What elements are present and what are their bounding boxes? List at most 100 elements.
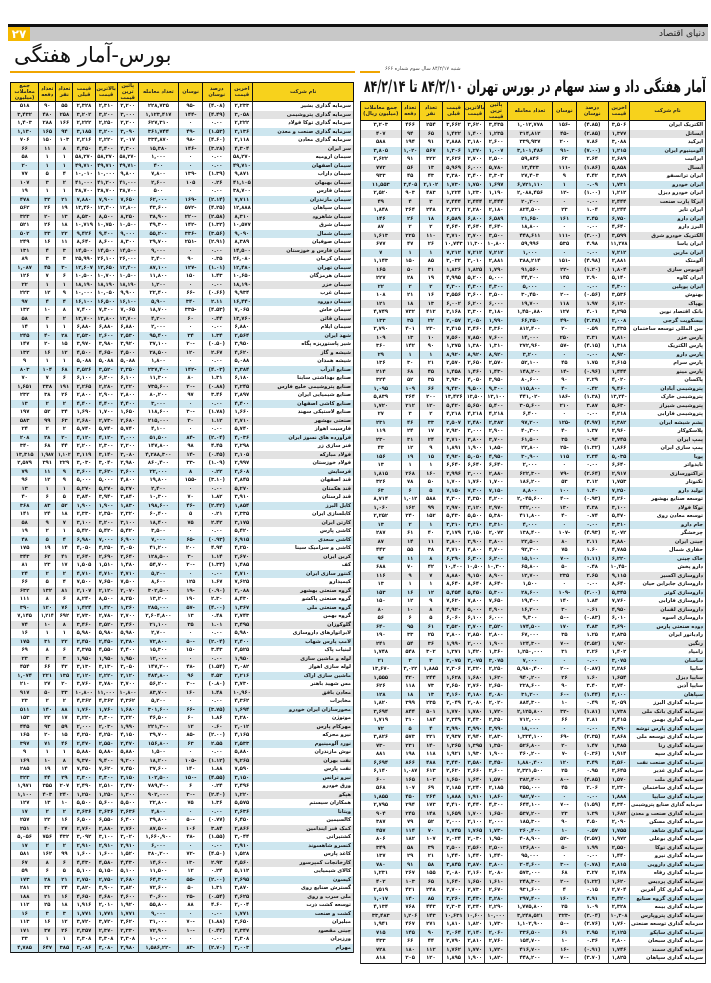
trade-count-value: ۱۹ (44, 545, 51, 552)
trade-count-cell: ۳۵ (400, 316, 420, 325)
company-name-value: ایران تایر (678, 207, 703, 214)
volume-cell: ۳,۲۴۸,۵۲۱ (506, 911, 554, 920)
last-price-cell: ۶,۶۴۰ (607, 461, 631, 470)
high-price-value: ۵,۸۸۰ (98, 749, 114, 756)
prev-price-cell: ۲,۷۳۰ (72, 612, 96, 621)
low-price-cell: ۱,۹۵۰ (116, 654, 139, 663)
low-price-cell: ۱,۷۷۱ (116, 909, 139, 918)
last-price-cell: ۴,۳۰۴ (230, 144, 254, 153)
company-name-value: دوده صنعتی پارس (656, 623, 703, 630)
change-value: ۰ (188, 808, 193, 815)
last-price-cell: ۴,۴۰۰ (230, 399, 254, 408)
low-price-value: ۳,۰۵۰ (120, 664, 136, 671)
volume-cell: ۵۷۳,۰۰۰ (506, 869, 554, 878)
volume-value: ۳,۴۰۰ (151, 256, 166, 263)
volume-cell: ۱,۶۶۰,۹۰۰ (137, 833, 180, 842)
section-title: بورس-آمار هفتگی (14, 43, 172, 67)
high-price-cell: ۲,۸۸۰ (94, 824, 118, 833)
last-price-value: ۱,۵۷۰ (611, 776, 627, 783)
buyers-count-value: ۱۸۴ (426, 717, 436, 724)
high-price-value: ۸,۹۲۰ (467, 351, 483, 358)
high-price-cell: ۳,۱۲۰ (464, 503, 486, 512)
total-value-cell: ۴۰۲ (360, 877, 402, 886)
table-row: سایپا ۲,۲۸۶ (۰.۸۷) -۲۰ ۵,۹۸۰,۴۰۰ ۲,۲۵۰ ۲,۳۲۰ ۲,… (360, 665, 706, 674)
change-value: -۸۵ (186, 732, 195, 739)
low-price-value: ۳,۰۹۰ (120, 128, 136, 135)
company-name-value: فرآورده های نسوز ایران (288, 434, 351, 441)
trade-count-cell: ۲۰ (38, 731, 57, 740)
change-percent-value: ۱.۶۷ (210, 579, 223, 586)
last-price-cell: ۱,۷۵۵ (607, 826, 631, 835)
total-value-cell: ۲۱۴ (360, 367, 402, 376)
low-price-cell: ۴,۱۵۰ (116, 731, 139, 740)
volume-value: ۱۹,۷۰۰ (521, 300, 539, 307)
company-name-cell: سرمایه گذاری نیرو (629, 852, 706, 861)
high-price-value: ۱۳,۸۰۰ (97, 315, 115, 322)
volume-cell: ۲۲,۸۰۰ (506, 444, 554, 453)
prev-price-cell: ۵,۴۳۰ (441, 512, 466, 521)
table-row: ایران مارین ۷,۲۱۲ ۰.۰۰ ۰ ۱,۰۰۰ ۷,۲۱۲ ۷,۲۱۲ ۷,۲۱… (360, 248, 706, 257)
last-price-value: ۵,۱۱۲ (234, 868, 250, 875)
high-price-cell: ۳,۲۰۰ (94, 518, 118, 527)
company-name-value: سرمایه گذاری نیرو (654, 853, 703, 860)
trade-count-value: ۸۳ (44, 502, 51, 509)
change-value: ۱۵۰ (185, 273, 196, 280)
buyers-count-cell: ۱۵ (55, 340, 74, 349)
table-row: سیمان صوفیان ۸,۳۸۹ (۲.۹۱) -۲۵۱ ۲۹,۷۰۰ ۸,۳۰۰ ۸,… (9, 238, 354, 247)
table-row: لابراتوارهای داروسازی ۵,۹۸۰ ۰.۰۰ ۰ ۲,۷۰۰ ۵,۹۸… (9, 629, 354, 638)
prev-price-cell: ۴,۱۲۰ (72, 433, 96, 442)
change-cell: ۲۰۰ (552, 138, 577, 147)
volume-value: ۹,۰۰۰ (151, 910, 166, 917)
low-price-value: ۱,۷۳۰ (488, 827, 504, 834)
company-name-cell: دارو پخش (629, 563, 706, 572)
change-percent-cell: ۴.۳۸ (575, 503, 609, 512)
high-price-value: ۴,۰۵۰ (467, 377, 483, 384)
low-price-cell: ۵,۰۰۰ (484, 274, 508, 283)
change-percent-value: (۳.۰۴) (584, 912, 601, 919)
change-cell: -۵۵ (177, 875, 204, 884)
prev-price-cell: ۲,۱۰۷ (72, 586, 96, 595)
last-price-value: ۹,۱۱۵ (611, 572, 627, 579)
company-name-cell: سیمان شاهرود (252, 212, 354, 221)
trade-count-cell: ۳ (38, 178, 57, 187)
volume-value: ۱۸,۴۰۰ (149, 519, 168, 526)
volume-cell: ۴۱,۲۰۰ (137, 544, 180, 553)
company-name-value: سرمایه گذاری رفاه (653, 870, 703, 877)
buyers-count-value: ۱۸ (61, 222, 68, 229)
trade-count-cell: ۹۳ (38, 722, 57, 731)
total-value-value: ۱۳,۶۷۰ (371, 666, 390, 673)
volume-value: ۳۰,۴۵۰ (521, 292, 539, 299)
company-name-value: فنر سازی زر (317, 443, 351, 450)
total-value-cell: ۲۲ (360, 282, 402, 291)
last-price-value: ۳,۲۹۵ (611, 309, 627, 316)
company-name-cell: نورد آلومینیوم (252, 739, 354, 748)
prev-price-cell: ۴,۶۵۰ (72, 892, 96, 901)
change-cell: ۰ (552, 248, 577, 257)
high-price-cell: ۴,۵۸۰ (94, 858, 118, 867)
high-price-value: ۳,۹۰۰ (467, 538, 483, 545)
prev-price-cell: ۳,۵۲۶ (72, 365, 96, 374)
table-row: قند لرستان ۳,۹۱۰ ۱.۸۲ ۷۰ ۱۰,۳۰۰ ۳,۸۴۰ ۳,۹۴۰ ۳,۸… (9, 493, 354, 502)
volume-value: ۴۰,۳۰۰ (521, 428, 539, 435)
table-row: کیمیدارو ۷,۶۲۵ ۱.۶۷ ۱۲۵ ۸,۶۰۰ ۷,۵۰۰ ۷,۶۵۰ ۷,۵۰۰… (9, 578, 354, 587)
last-price-value: ۱,۸۰۴ (611, 266, 627, 273)
change-value: -۲۲ (560, 266, 569, 273)
low-price-cell: ۲,۶۸۰ (116, 875, 139, 884)
trade-count-cell: ۴۰۳ (38, 790, 57, 799)
low-price-value: ۵,۳۰۰ (488, 589, 504, 596)
trade-count-cell: ۶۸ (400, 367, 420, 376)
buyers-count-cell: ۲۸ (55, 331, 74, 340)
volume-value: ۱۸۵,۳۰۰ (519, 819, 541, 826)
company-name-value: سرمایه گذاری بشیر (300, 103, 351, 110)
change-percent-cell: ۱.۸۲ (202, 493, 232, 502)
low-price-cell: ۱,۹۰۰ (484, 750, 508, 759)
volume-cell: ۱,۱۲۳,۴۱۷ (137, 110, 180, 119)
buyers-count-value: ۲ (62, 808, 66, 815)
last-price-value: ۴,۵۶۰ (234, 859, 250, 866)
change-percent-cell: ۲.۱۱ (202, 297, 232, 306)
high-price-cell: ۵,۶۰۰ (94, 799, 118, 808)
total-value-value: ۹۳۳ (376, 173, 386, 180)
buyers-count-cell: ۵ (55, 493, 74, 502)
last-price-cell: ۲,۳۴۷ (230, 926, 254, 935)
table-row: کالای شیمیایی ۵,۱۱۲ ۰.۲۴ ۱۲ ۱۱,۵۰۰ ۵,۱۰۰ ۵,۱۵۰… (9, 867, 354, 876)
